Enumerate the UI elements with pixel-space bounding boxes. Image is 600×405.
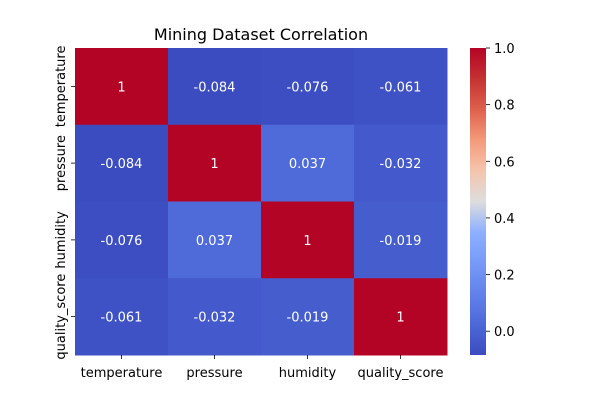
colorbar-gradient xyxy=(470,48,486,355)
cell-annotation: -0.076 xyxy=(287,80,329,95)
heatmap-cell xyxy=(168,278,262,356)
x-axis: temperature pressure humidity quality_score xyxy=(81,355,444,381)
cell-annotation: -0.032 xyxy=(194,311,236,326)
heatmap-cell xyxy=(261,48,355,126)
colorbar: 0.0 0.2 0.4 0.6 0.8 1.0 xyxy=(470,42,515,355)
heatmap-cell xyxy=(168,48,262,126)
cell-annotation: 1 xyxy=(117,80,125,95)
heatmap-cell xyxy=(75,124,169,202)
cell-annotation: -0.019 xyxy=(380,234,422,249)
heatmap-cell xyxy=(75,48,169,126)
cell-annotation: -0.019 xyxy=(287,311,329,326)
cell-annotation: 1 xyxy=(396,311,404,326)
chart-title: Mining Dataset Correlation xyxy=(154,25,368,44)
cell-annotation: -0.084 xyxy=(194,80,236,95)
colorbar-tick-label: 1.0 xyxy=(494,42,515,57)
x-tick-label: humidity xyxy=(279,366,337,381)
x-tick-label: quality_score xyxy=(358,366,444,381)
colorbar-tick-label: 0.6 xyxy=(494,155,515,170)
heatmap-cell xyxy=(261,278,355,356)
heatmap-cell xyxy=(354,48,448,126)
x-tick-label: pressure xyxy=(186,366,242,381)
heatmap-cell xyxy=(354,278,448,356)
heatmap-cell xyxy=(261,201,355,279)
colorbar-tick-label: 0.8 xyxy=(494,99,515,114)
heatmap-cell xyxy=(75,278,169,356)
y-tick-label: quality_score xyxy=(54,274,69,360)
cell-annotation: -0.076 xyxy=(101,234,143,249)
cell-annotation: 0.037 xyxy=(196,234,233,249)
y-axis: temperature pressure humidity quality_score xyxy=(54,46,75,360)
cell-annotation: 1 xyxy=(210,157,218,172)
heatmap-cell xyxy=(261,124,355,202)
heatmap-cells: 1 -0.084 -0.076 -0.061 -0.084 1 0.037 -0.032 -0.… xyxy=(75,48,448,356)
heatmap-cell xyxy=(354,201,448,279)
y-tick-label: pressure xyxy=(54,135,69,191)
colorbar-tick-label: 0.0 xyxy=(494,325,515,340)
cell-annotation: -0.061 xyxy=(101,311,143,326)
cell-annotation: 1 xyxy=(303,234,311,249)
colorbar-tick-label: 0.2 xyxy=(494,269,515,284)
x-tick-label: temperature xyxy=(81,366,163,381)
cell-annotation: -0.032 xyxy=(380,157,422,172)
cell-annotation: 0.037 xyxy=(289,157,326,172)
cell-annotation: -0.061 xyxy=(380,80,422,95)
heatmap-cell xyxy=(168,124,262,202)
heatmap-cell xyxy=(354,124,448,202)
cell-annotation: -0.084 xyxy=(101,157,143,172)
heatmap-cell xyxy=(75,201,169,279)
y-tick-label: temperature xyxy=(54,46,69,128)
heatmap-cell xyxy=(168,201,262,279)
y-tick-label: humidity xyxy=(54,211,69,269)
colorbar-tick-label: 0.4 xyxy=(494,212,515,227)
